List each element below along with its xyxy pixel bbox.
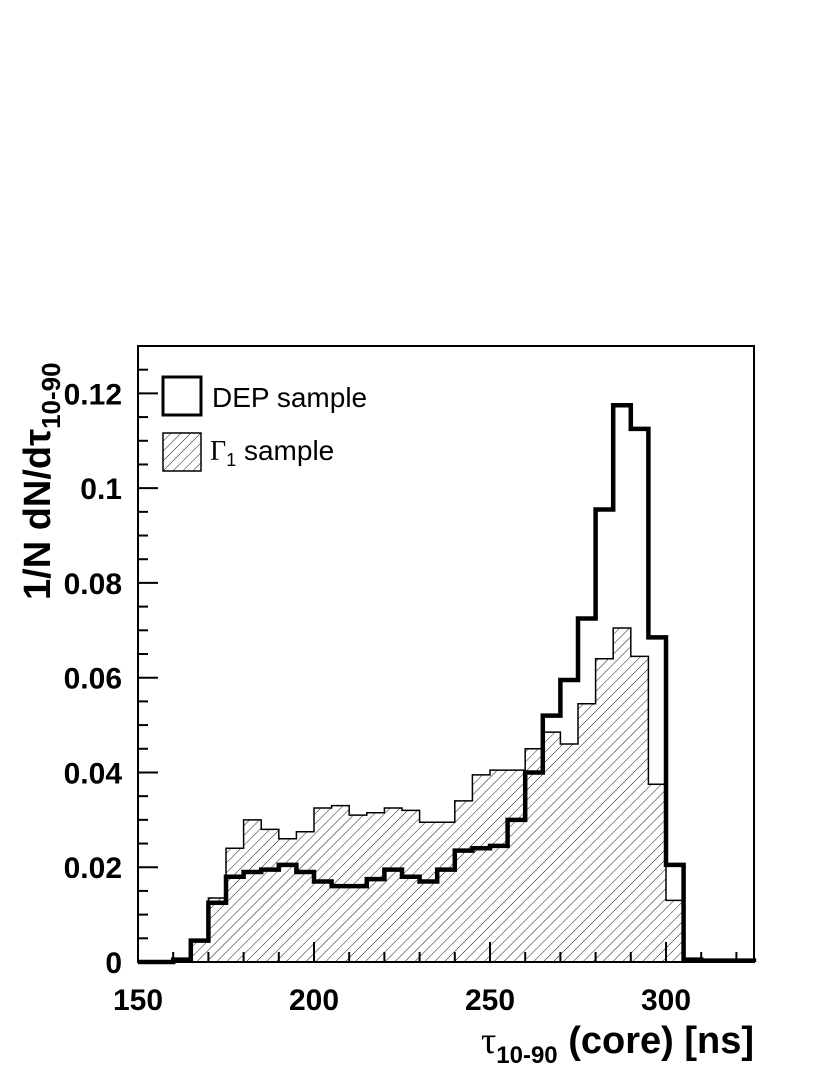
y-axis-label: 1/N dN/dτ10-90 xyxy=(17,362,66,600)
legend-gamma-suffix: sample xyxy=(236,435,334,466)
gamma-bin-bar xyxy=(507,770,526,962)
gamma-bin-bar xyxy=(525,748,543,962)
gamma-bin-bar xyxy=(613,627,631,962)
x-axis-label-subscript: 10-90 xyxy=(496,1042,557,1069)
legend-label-gamma: Γ1 sample xyxy=(210,435,334,470)
legend-label-dep: DEP sample xyxy=(212,382,367,413)
gamma-bin-bar xyxy=(314,808,332,962)
gamma-bin-bar xyxy=(278,838,297,962)
gamma-bin-bar xyxy=(243,819,262,962)
gamma-bin-bar xyxy=(296,831,314,962)
gamma-bin-bar xyxy=(261,829,279,962)
x-tick-label: 150 xyxy=(113,984,163,1017)
gamma-bin-bar xyxy=(437,822,455,962)
gamma-bin-bar xyxy=(384,808,402,962)
legend: DEP sample Γ1 sample xyxy=(161,375,367,472)
gamma-bin-bar xyxy=(419,822,438,962)
y-axis: 0 0.02 0.04 0.06 0.08 0.1 0.12 xyxy=(64,345,158,980)
gamma-bin-bar xyxy=(560,744,578,962)
gamma-sample-series xyxy=(138,627,754,963)
gamma-bin-bar xyxy=(349,815,367,962)
legend-swatch-gamma xyxy=(162,432,202,472)
gamma-bin-bar xyxy=(490,770,508,962)
y-tick-label: 0.06 xyxy=(64,663,122,696)
gamma-bin-bar xyxy=(331,805,350,962)
y-tick-label: 0.08 xyxy=(64,568,122,601)
gamma-bin-bar xyxy=(542,732,561,962)
gamma-bin-bar xyxy=(630,656,649,962)
gamma-outline xyxy=(138,627,754,963)
dep-sample-series xyxy=(138,402,757,965)
gamma-bin-bar xyxy=(366,812,385,962)
y-axis-label-main: 1/N dN/dτ xyxy=(17,429,59,600)
legend-swatch-dep xyxy=(161,375,203,417)
y-tick-label: 0.1 xyxy=(80,473,122,506)
legend-gamma-subscript: 1 xyxy=(226,450,236,470)
gamma-bin-bar xyxy=(402,810,420,962)
x-axis: 150 200 250 300 xyxy=(113,942,738,1017)
y-tick-label: 0.12 xyxy=(64,378,122,411)
gamma-bin-bar xyxy=(666,900,684,962)
gamma-bin-bar xyxy=(190,940,209,962)
gamma-bin-bar xyxy=(648,784,666,962)
gamma-bin-bar xyxy=(595,658,614,962)
legend-gamma-symbol: Γ xyxy=(210,436,226,467)
x-axis-label-symbol: τ xyxy=(481,1020,496,1062)
x-tick-label: 200 xyxy=(289,984,339,1017)
y-tick-label: 0.04 xyxy=(64,757,123,790)
dep-outline xyxy=(138,402,757,965)
y-tick-label: 0 xyxy=(105,947,122,980)
gamma-bin-bar xyxy=(578,703,596,962)
x-tick-label: 250 xyxy=(465,984,515,1017)
x-axis-label: τ10-90 (core) [ns] xyxy=(481,1020,754,1069)
x-axis-label-rest: (core) [ns] xyxy=(558,1020,754,1062)
x-tick-label: 300 xyxy=(641,984,691,1017)
gamma-bin-bar xyxy=(208,898,226,962)
y-tick-label: 0.02 xyxy=(64,852,122,885)
gamma-bin-bar xyxy=(226,848,244,962)
gamma-bin-bar xyxy=(454,800,473,962)
y-axis-label-subscript: 10-90 xyxy=(36,362,66,429)
gamma-bin-bar xyxy=(472,774,490,962)
